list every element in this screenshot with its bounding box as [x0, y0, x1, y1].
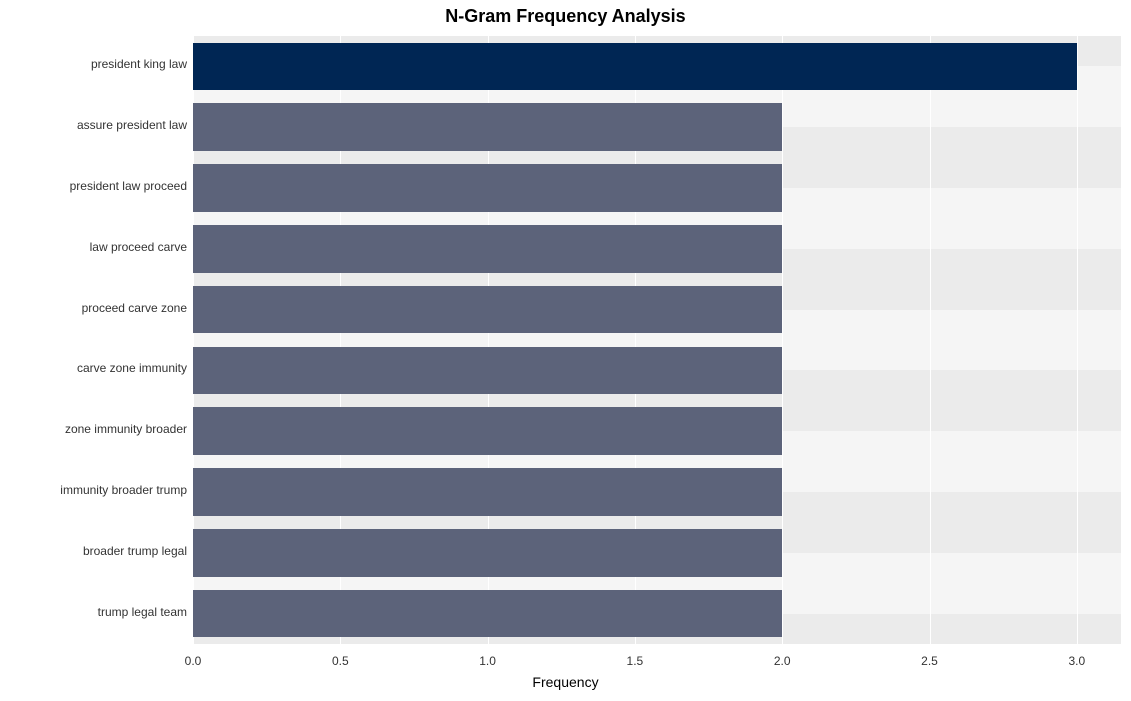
x-tick-label: 1.5 — [627, 654, 644, 668]
bar — [193, 407, 782, 454]
x-tick-label: 1.0 — [479, 654, 496, 668]
x-tick-label: 0.0 — [185, 654, 202, 668]
bar — [193, 103, 782, 150]
y-tick-label: carve zone immunity — [77, 361, 187, 375]
x-tick-label: 2.0 — [774, 654, 791, 668]
bar — [193, 468, 782, 515]
bar — [193, 164, 782, 211]
x-tick-label: 3.0 — [1068, 654, 1085, 668]
y-tick-label: broader trump legal — [83, 544, 187, 558]
y-tick-label: zone immunity broader — [65, 422, 187, 436]
y-tick-label: president law proceed — [70, 179, 187, 193]
gridline — [930, 36, 931, 644]
chart-title: N-Gram Frequency Analysis — [0, 6, 1131, 27]
bar — [193, 286, 782, 333]
bar — [193, 225, 782, 272]
x-axis-title: Frequency — [0, 674, 1131, 690]
bar — [193, 347, 782, 394]
bar — [193, 43, 1077, 90]
gridline — [1077, 36, 1078, 644]
y-tick-label: president king law — [91, 57, 187, 71]
y-tick-label: trump legal team — [98, 605, 187, 619]
bar — [193, 529, 782, 576]
plot-area — [193, 36, 1121, 644]
x-tick-label: 2.5 — [921, 654, 938, 668]
bar — [193, 590, 782, 637]
ngram-frequency-chart: N-Gram Frequency Analysis president king… — [0, 0, 1131, 701]
y-tick-label: immunity broader trump — [60, 483, 187, 497]
gridline — [782, 36, 783, 644]
y-tick-label: law proceed carve — [90, 240, 187, 254]
y-tick-label: proceed carve zone — [82, 301, 187, 315]
y-tick-label: assure president law — [77, 118, 187, 132]
x-tick-label: 0.5 — [332, 654, 349, 668]
